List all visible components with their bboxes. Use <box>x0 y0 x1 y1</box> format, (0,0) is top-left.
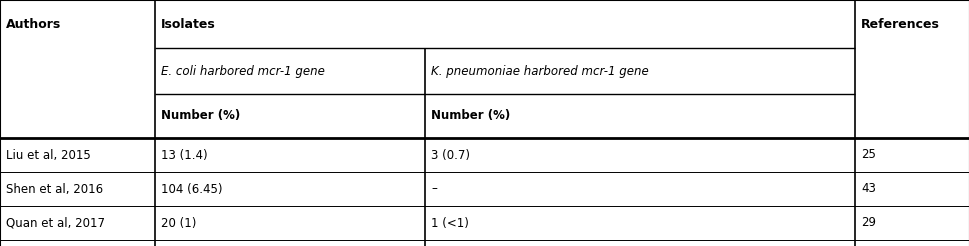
Text: 29: 29 <box>860 216 875 230</box>
Text: Authors: Authors <box>6 17 61 31</box>
Text: –: – <box>430 183 436 196</box>
Text: 20 (1): 20 (1) <box>161 216 196 230</box>
Text: Number (%): Number (%) <box>430 109 510 123</box>
Text: Liu et al, 2015: Liu et al, 2015 <box>6 149 91 162</box>
Text: Shen et al, 2016: Shen et al, 2016 <box>6 183 103 196</box>
Text: K. pneumoniae harbored mcr-1 gene: K. pneumoniae harbored mcr-1 gene <box>430 64 648 77</box>
Text: 13 (1.4): 13 (1.4) <box>161 149 207 162</box>
Text: Isolates: Isolates <box>161 17 215 31</box>
Text: 3 (0.7): 3 (0.7) <box>430 149 470 162</box>
Text: E. coli harbored mcr-1 gene: E. coli harbored mcr-1 gene <box>161 64 325 77</box>
Text: 43: 43 <box>860 183 875 196</box>
Text: 25: 25 <box>860 149 875 162</box>
Text: 104 (6.45): 104 (6.45) <box>161 183 222 196</box>
Text: 1 (<1): 1 (<1) <box>430 216 468 230</box>
Text: Number (%): Number (%) <box>161 109 240 123</box>
Text: Quan et al, 2017: Quan et al, 2017 <box>6 216 105 230</box>
Text: References: References <box>860 17 939 31</box>
